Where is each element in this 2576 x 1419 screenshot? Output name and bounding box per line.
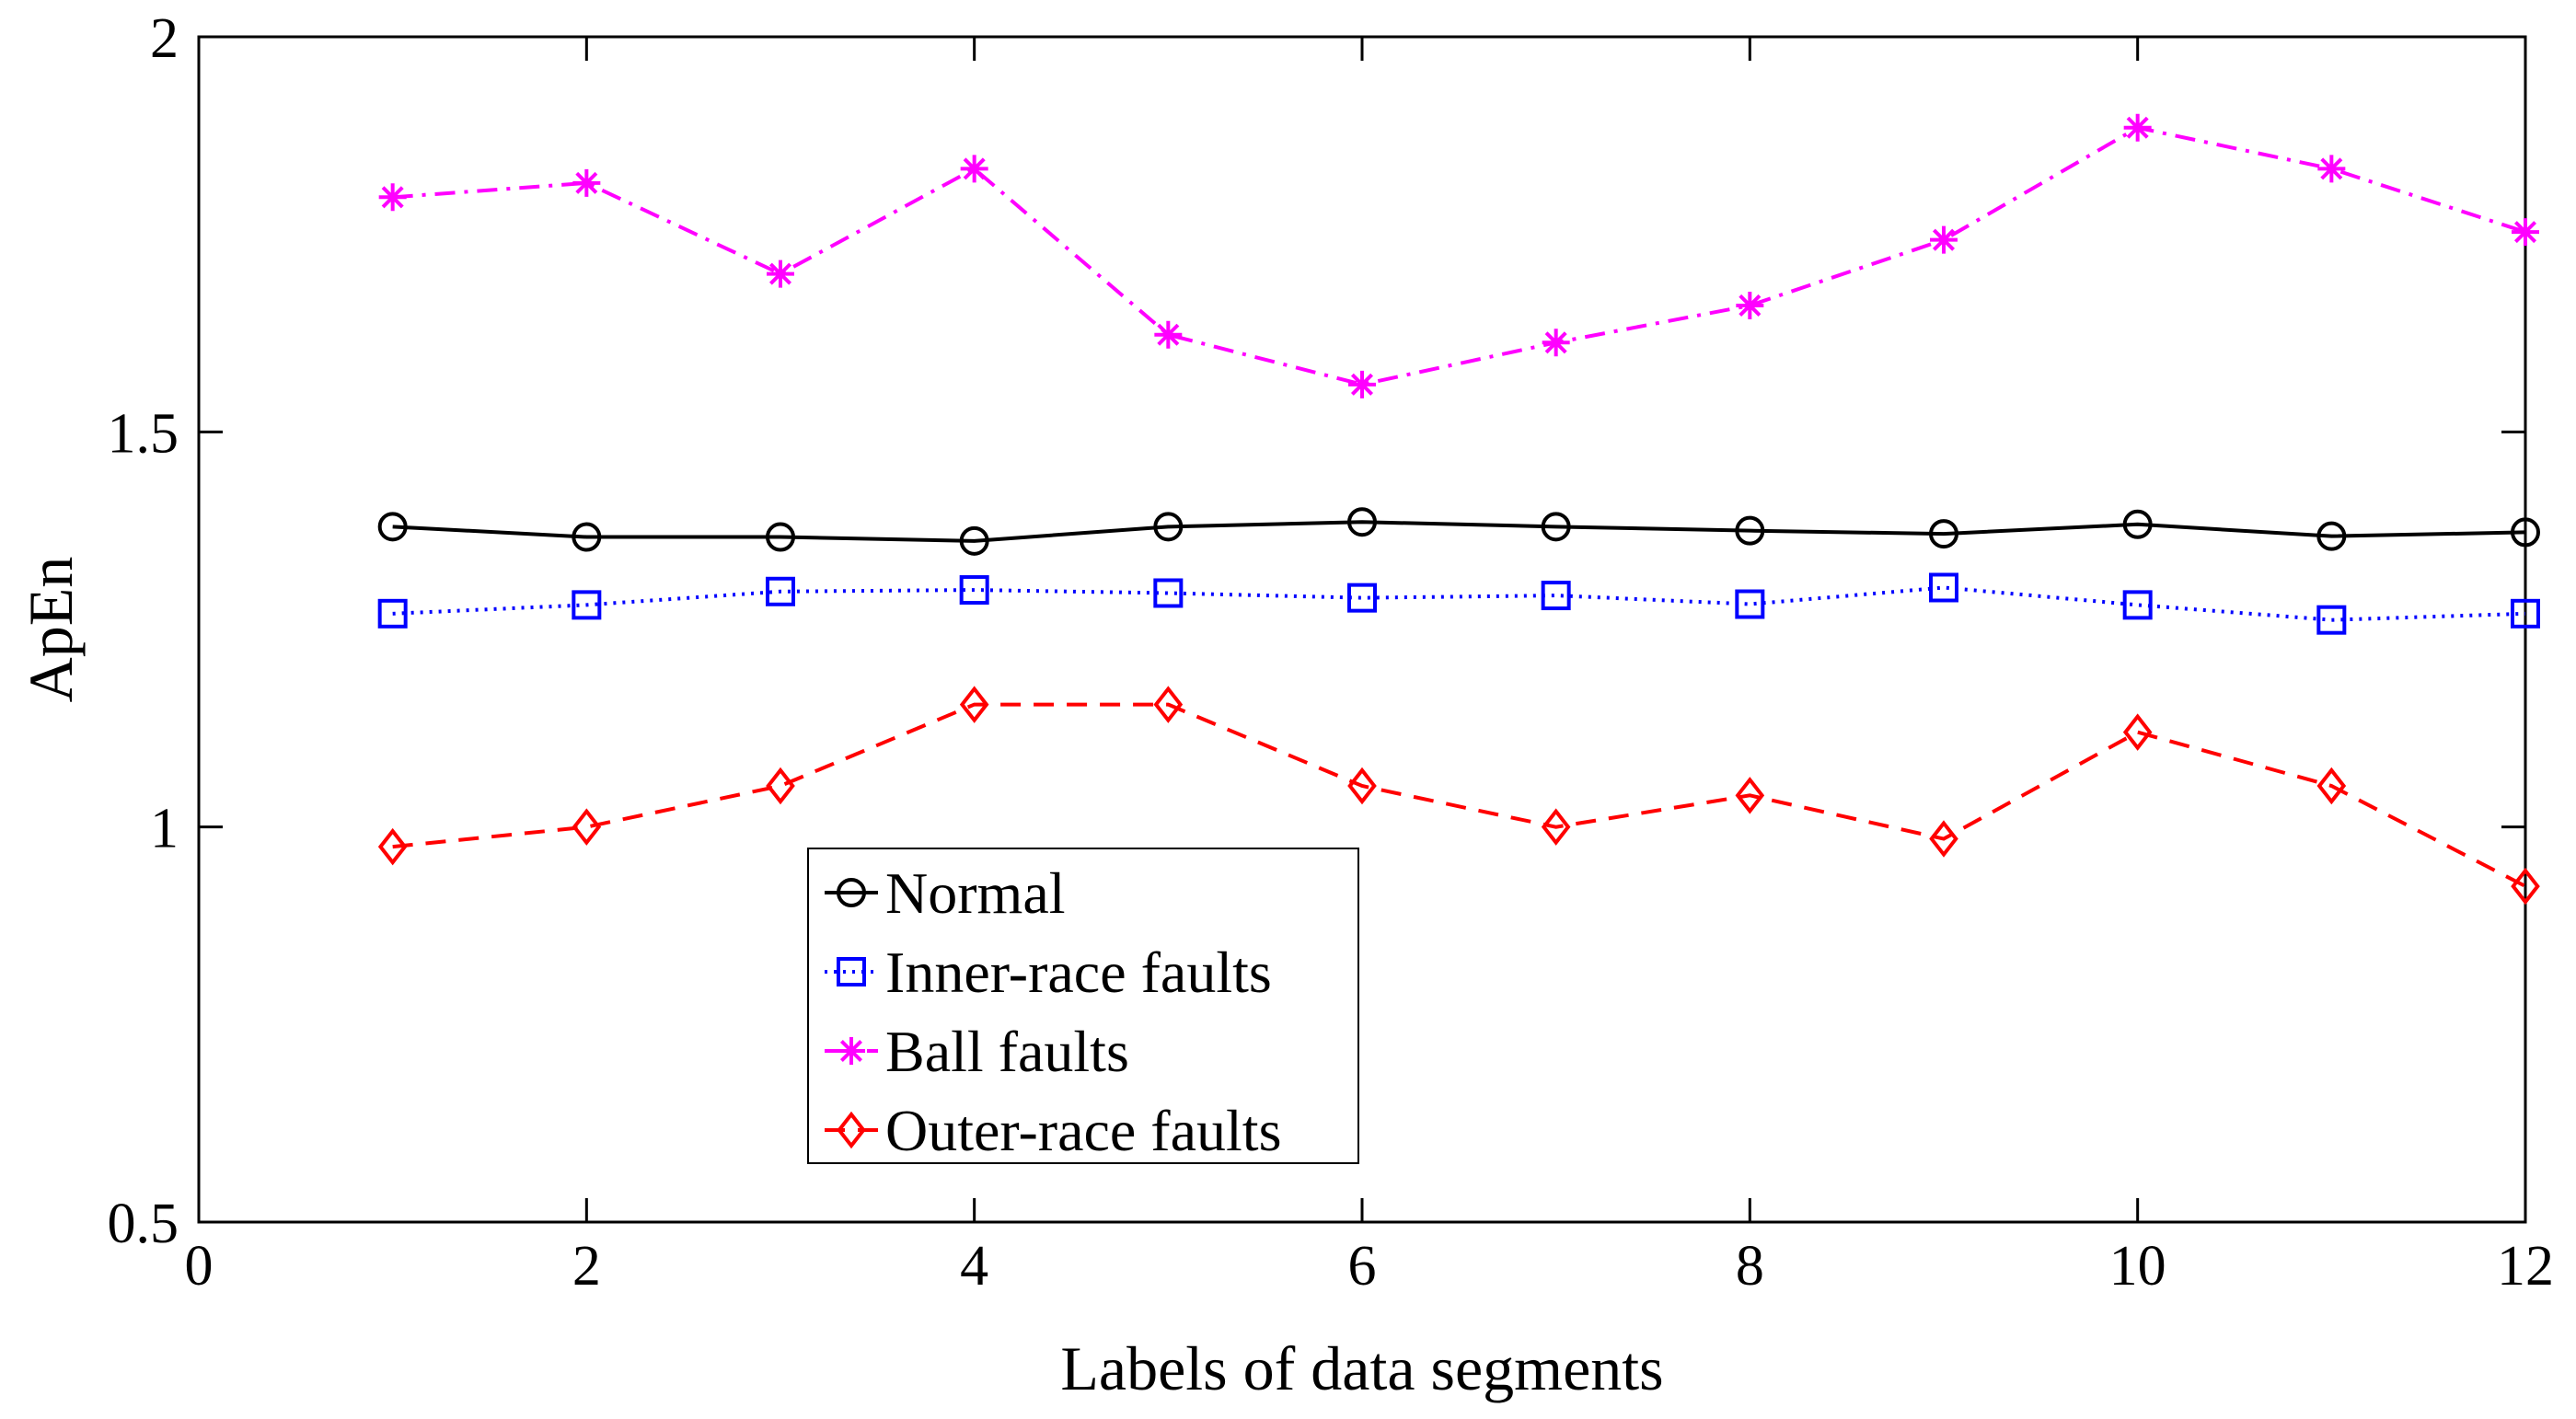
y-axis: 0.5 1 1.5 2	[108, 7, 2525, 1255]
legend-item-inner-race-faults: Inner-race faults	[825, 940, 1272, 1005]
data-point-normal	[1541, 512, 1571, 542]
legend-marker-inner-race-faults	[837, 957, 866, 986]
data-point-ball-faults	[1542, 329, 1570, 357]
data-point-outer-race-faults	[377, 827, 408, 866]
data-point-inner-race-faults	[959, 575, 989, 606]
data-point-inner-race-faults	[766, 576, 795, 606]
data-point-ball-faults	[767, 260, 794, 288]
y-tick-label: 0.5	[108, 1193, 179, 1255]
data-point-inner-race-faults	[2316, 605, 2347, 635]
y-tick-label: 1.5	[108, 402, 179, 465]
data-point-ball-faults	[1154, 320, 1183, 349]
x-axis-label: Labels of data segments	[1060, 1333, 1663, 1403]
data-point-outer-race-faults	[1541, 808, 1571, 846]
series-inner-race-faults	[377, 572, 2540, 635]
data-point-outer-race-faults	[572, 808, 602, 846]
data-point-inner-race-faults	[2511, 598, 2540, 629]
legend-label: Outer-race faults	[885, 1098, 1281, 1163]
data-point-ball-faults	[2512, 218, 2539, 247]
series-layer	[377, 113, 2540, 906]
legend-marker-ball-faults	[837, 1037, 865, 1065]
legend-item-outer-race-faults: Outer-race faults	[825, 1098, 1281, 1163]
y-tick-label: 2	[150, 7, 179, 70]
y-axis-label: ApEn	[16, 557, 86, 703]
x-tick-label: 10	[2109, 1235, 2166, 1298]
data-point-normal	[1735, 515, 1765, 546]
data-point-normal	[2122, 509, 2153, 539]
data-point-inner-race-faults	[1347, 583, 1377, 613]
data-point-normal	[2316, 521, 2347, 551]
data-point-ball-faults	[1736, 291, 1764, 319]
data-point-inner-race-faults	[1153, 578, 1184, 608]
data-point-inner-race-faults	[1735, 589, 1765, 619]
x-tick-label: 6	[1348, 1235, 1377, 1298]
x-axis: 0 2 4 6 8 10 12	[185, 37, 2554, 1298]
data-point-normal	[1153, 512, 1184, 542]
data-point-outer-race-faults	[1735, 777, 1765, 814]
plot-area: 0 2 4 6 8 10 12 0.5 1 1.5 2	[108, 7, 2555, 1298]
legend-marker-outer-race-faults	[837, 1111, 866, 1149]
data-point-inner-race-faults	[1929, 572, 1958, 603]
data-point-ball-faults	[1930, 225, 1958, 254]
data-point-ball-faults	[2123, 113, 2152, 142]
data-point-normal	[1929, 519, 1958, 549]
data-point-ball-faults	[2317, 155, 2346, 183]
x-tick-label: 0	[185, 1235, 214, 1298]
x-tick-label: 12	[2497, 1235, 2554, 1298]
data-point-outer-race-faults	[766, 767, 795, 805]
data-point-outer-race-faults	[2122, 713, 2153, 751]
data-point-ball-faults	[572, 168, 601, 197]
data-point-normal	[2511, 517, 2540, 548]
series-line-outer-race-faults	[392, 702, 2526, 888]
legend-marker-normal	[837, 878, 866, 907]
legend-label: Normal	[885, 860, 1066, 926]
data-point-inner-race-faults	[2122, 590, 2153, 620]
legend-label: Ball faults	[885, 1019, 1129, 1084]
data-point-outer-race-faults	[1347, 767, 1377, 805]
data-point-ball-faults	[960, 155, 988, 183]
plot-frame	[197, 35, 2527, 1224]
legend-label: Inner-race faults	[885, 940, 1272, 1005]
legend: Normal Inner-race faults Ball faults Outer-…	[807, 848, 1359, 1164]
legend-box	[807, 848, 1359, 1164]
data-point-outer-race-faults	[1929, 820, 1958, 858]
x-tick-label: 2	[572, 1235, 601, 1298]
series-line-normal	[392, 520, 2526, 543]
x-tick-label: 4	[960, 1235, 988, 1298]
data-point-outer-race-faults	[959, 686, 989, 723]
data-point-outer-race-faults	[2511, 867, 2540, 906]
legend-item-ball-faults: Ball faults	[825, 1019, 1129, 1084]
series-ball-faults	[378, 113, 2539, 398]
data-point-normal	[959, 525, 989, 556]
data-point-ball-faults	[1348, 370, 1376, 398]
data-point-ball-faults	[378, 183, 407, 212]
data-point-normal	[572, 522, 602, 552]
data-point-normal	[766, 522, 795, 552]
data-point-normal	[1347, 507, 1377, 537]
series-outer-race-faults	[377, 686, 2540, 906]
data-point-inner-race-faults	[572, 590, 602, 620]
data-point-outer-race-faults	[2316, 767, 2347, 805]
series-normal	[377, 507, 2540, 556]
legend-item-normal: Normal	[825, 860, 1066, 926]
y-tick-label: 1	[150, 798, 179, 860]
x-tick-label: 8	[1736, 1235, 1764, 1298]
data-point-normal	[377, 512, 408, 542]
data-point-outer-race-faults	[1153, 686, 1184, 723]
data-point-inner-race-faults	[377, 598, 408, 629]
data-point-inner-race-faults	[1541, 581, 1571, 611]
